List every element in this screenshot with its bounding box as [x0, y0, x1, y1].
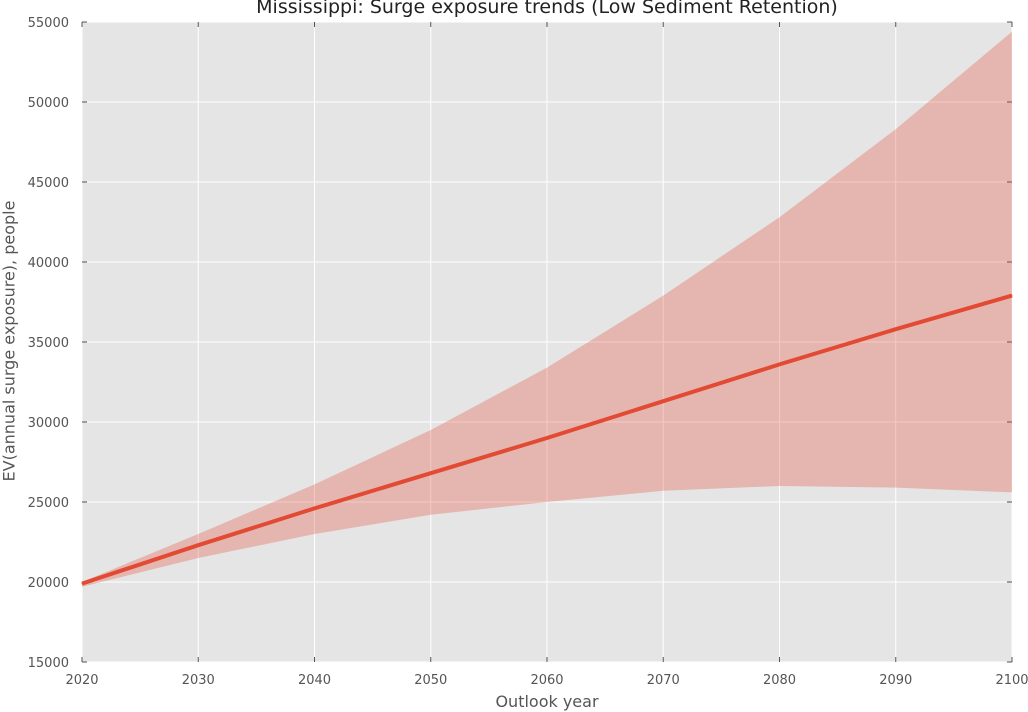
series-layer	[81, 31, 1013, 587]
x-tick-label: 2050	[414, 673, 447, 688]
gridlines	[81, 21, 1013, 663]
uncertainty-band	[82, 31, 1012, 587]
series-point	[1011, 295, 1013, 297]
series-point	[430, 472, 432, 474]
y-tick-label: 40000	[28, 256, 69, 271]
y-tick-label: 50000	[28, 96, 69, 111]
x-tick-label: 2040	[298, 673, 331, 688]
y-tick-label: 15000	[28, 656, 69, 671]
x-tick-label: 2090	[879, 673, 912, 688]
series-point	[779, 363, 780, 365]
x-tick-label: 2070	[647, 673, 680, 688]
series-point	[197, 544, 199, 546]
series-point	[895, 328, 897, 330]
series-point	[81, 583, 83, 585]
y-tick-label: 55000	[28, 16, 69, 31]
series-point	[546, 437, 548, 439]
tick-labels: 2020 2030 2040 2050 2060 2070 2080 2090 2100 1500…	[28, 16, 1028, 688]
x-tick-label: 2060	[530, 673, 563, 688]
x-tick-label: 2020	[65, 673, 98, 688]
x-tick-label: 2030	[182, 673, 215, 688]
x-tick-label: 2080	[763, 673, 796, 688]
y-tick-label: 45000	[28, 176, 69, 191]
series-point	[662, 400, 664, 402]
x-axis-label: Outlook year	[495, 692, 599, 711]
y-tick-label: 20000	[28, 576, 69, 591]
y-tick-label: 30000	[28, 416, 69, 431]
y-tick-label: 25000	[28, 496, 69, 511]
series-point	[314, 507, 315, 509]
x-tick-label: 2100	[995, 673, 1028, 688]
chart-title: Mississippi: Surge exposure trends (Low …	[256, 0, 838, 18]
y-tick-label: 35000	[28, 336, 69, 351]
